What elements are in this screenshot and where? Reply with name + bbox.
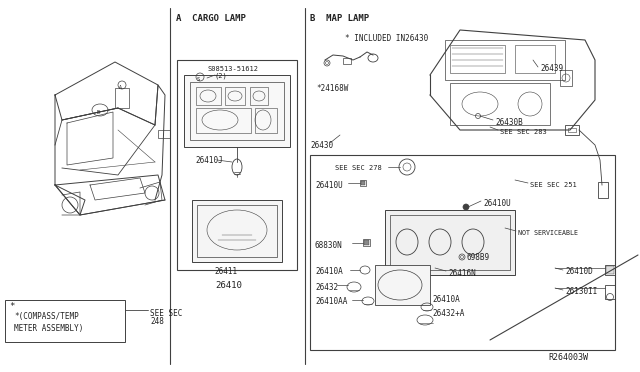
Text: B: B xyxy=(97,109,99,115)
Bar xyxy=(343,58,351,64)
Text: 26432: 26432 xyxy=(315,282,338,292)
Bar xyxy=(196,87,221,105)
Text: 26439: 26439 xyxy=(540,64,563,73)
Text: 26411: 26411 xyxy=(214,266,237,276)
Text: 68830N: 68830N xyxy=(315,241,343,250)
Bar xyxy=(605,285,615,299)
Bar xyxy=(515,45,555,73)
Text: S08513-51612: S08513-51612 xyxy=(208,66,259,72)
Text: 26130II: 26130II xyxy=(565,288,597,296)
Bar xyxy=(385,210,515,275)
Bar xyxy=(158,130,170,138)
Text: B  MAP LAMP: B MAP LAMP xyxy=(310,13,369,22)
Text: 26410A: 26410A xyxy=(315,267,343,276)
Bar xyxy=(363,239,370,246)
Text: 26410A: 26410A xyxy=(432,295,460,305)
Text: 26410AA: 26410AA xyxy=(315,298,348,307)
Bar xyxy=(605,265,615,275)
Text: SEE SEC 251: SEE SEC 251 xyxy=(530,182,577,188)
Bar xyxy=(361,181,365,185)
Text: * INCLUDED IN26430: * INCLUDED IN26430 xyxy=(345,33,428,42)
Text: 248: 248 xyxy=(150,317,164,327)
Bar xyxy=(197,205,277,257)
Bar xyxy=(450,45,505,73)
Text: 26430B: 26430B xyxy=(495,118,523,126)
Bar xyxy=(364,240,369,245)
Bar xyxy=(606,266,614,274)
Text: 26416N: 26416N xyxy=(448,269,476,278)
Text: (2): (2) xyxy=(215,73,228,79)
Text: SEE SEC 283: SEE SEC 283 xyxy=(500,129,547,135)
Bar xyxy=(390,215,510,270)
Text: 26410D: 26410D xyxy=(565,267,593,276)
Text: 26410U: 26410U xyxy=(315,180,343,189)
Text: R264003W: R264003W xyxy=(548,353,588,362)
Text: 26410J: 26410J xyxy=(195,155,223,164)
Text: A: A xyxy=(118,84,122,90)
Text: SEE SEC 278: SEE SEC 278 xyxy=(335,165,381,171)
Bar xyxy=(450,83,550,125)
Bar xyxy=(560,70,572,86)
Bar xyxy=(255,108,277,133)
Text: *24168W: *24168W xyxy=(316,83,348,93)
Bar xyxy=(598,182,608,198)
Bar xyxy=(196,108,251,133)
Text: S: S xyxy=(196,77,200,81)
Text: 26410: 26410 xyxy=(215,280,242,289)
Bar xyxy=(115,88,129,108)
Bar xyxy=(184,75,290,147)
Bar xyxy=(5,300,125,342)
Bar xyxy=(190,82,284,140)
Text: *: * xyxy=(9,302,14,311)
Bar xyxy=(360,180,366,186)
Text: *(COMPASS/TEMP: *(COMPASS/TEMP xyxy=(14,311,79,321)
Text: NOT SERVICEABLE: NOT SERVICEABLE xyxy=(518,230,578,236)
Bar xyxy=(375,265,430,305)
Text: 698B9: 698B9 xyxy=(467,253,490,263)
Text: 26430: 26430 xyxy=(310,141,333,150)
Bar xyxy=(568,128,576,132)
Text: 26432+A: 26432+A xyxy=(432,308,465,317)
Circle shape xyxy=(463,204,469,210)
Bar xyxy=(310,155,615,350)
Text: SEE SEC: SEE SEC xyxy=(150,308,182,317)
Text: METER ASSEMBLY): METER ASSEMBLY) xyxy=(14,324,83,333)
Bar xyxy=(225,87,245,105)
Bar xyxy=(192,200,282,262)
Bar xyxy=(250,87,268,105)
Bar xyxy=(445,40,565,80)
Text: A  CARGO LAMP: A CARGO LAMP xyxy=(176,13,246,22)
Text: 26410U: 26410U xyxy=(483,199,511,208)
Bar xyxy=(177,60,297,270)
Bar xyxy=(565,125,579,135)
